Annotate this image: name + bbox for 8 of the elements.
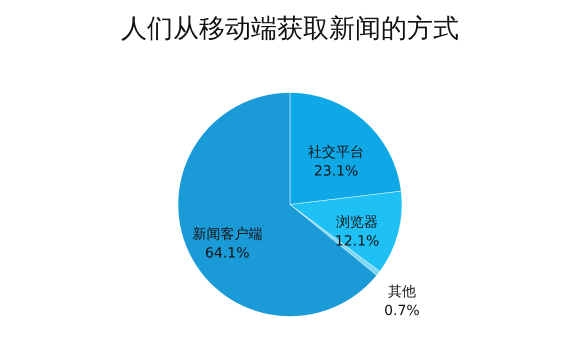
slice-label: 其他 — [388, 284, 416, 300]
chart-title: 人们从移动端获取新闻的方式 — [121, 14, 459, 44]
slice-label: 浏览器 — [336, 214, 378, 230]
data-label: 23.1% — [314, 164, 358, 180]
data-label: 0.7% — [384, 302, 420, 319]
data-label: 64.1% — [205, 245, 250, 262]
slice-label: 社交平台 — [308, 144, 364, 161]
slice-label: 新闻客户端 — [192, 226, 262, 242]
